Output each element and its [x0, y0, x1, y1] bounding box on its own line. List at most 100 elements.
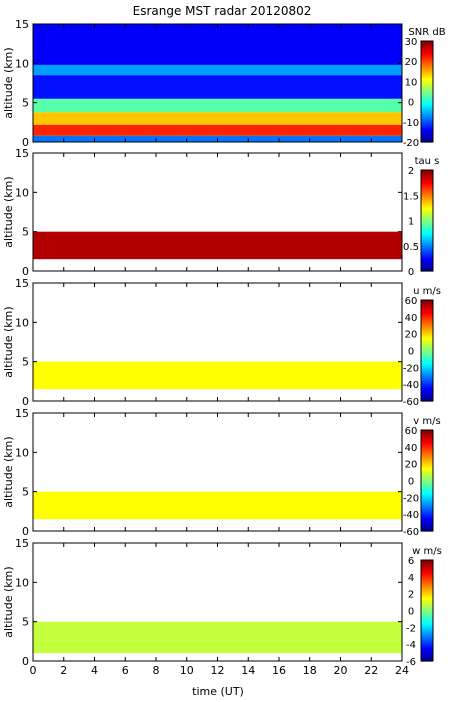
colorbar-segment	[421, 372, 433, 375]
y-tick-label: 10	[15, 57, 29, 70]
colorbar-segment	[421, 465, 433, 468]
colorbar-segment	[421, 358, 433, 362]
colorbar-tick-label: -40	[403, 380, 419, 391]
colorbar-segment	[421, 492, 433, 495]
colorbar-segment	[421, 218, 433, 222]
colorbar-segment	[421, 527, 433, 530]
colorbar-segment	[421, 586, 433, 590]
colorbar-segment	[421, 208, 433, 211]
colorbar-segment	[421, 93, 433, 96]
colorbar-segment	[421, 568, 433, 571]
colorbar-segment	[421, 588, 433, 591]
colorbar-segment	[421, 514, 433, 517]
colorbar-segment	[421, 431, 433, 434]
colorbar-segment	[421, 235, 433, 238]
colorbar-segment	[421, 377, 433, 380]
colorbar-segment	[421, 116, 433, 120]
colorbar-segment	[421, 225, 433, 228]
colorbar-segment	[421, 433, 433, 436]
colorbar-segment	[421, 652, 433, 655]
colorbar-segment	[421, 190, 433, 193]
colorbar-segment	[421, 355, 433, 358]
colorbar-segment	[421, 198, 433, 201]
colorbar-segment	[421, 232, 433, 235]
y-tick-label: 0	[22, 136, 29, 149]
colorbar-segment	[421, 203, 433, 206]
figure-title: Esrange MST radar 20120802	[133, 4, 312, 18]
colorbar-segment	[421, 617, 433, 620]
colorbar-segment	[421, 488, 433, 492]
colorbar-segment	[421, 113, 433, 116]
colorbar-segment	[421, 205, 433, 208]
colorbar-segment	[421, 379, 433, 382]
colorbar-segment	[421, 520, 433, 524]
data-layer	[33, 98, 402, 113]
colorbar-segment	[421, 255, 433, 259]
colorbar-segment	[421, 598, 433, 601]
colorbar-segment	[421, 62, 433, 66]
colorbar-segment	[421, 612, 433, 615]
colorbar-segment	[421, 343, 433, 347]
y-tick-label: 5	[22, 226, 29, 239]
colorbar-segment	[421, 522, 433, 525]
colorbar-segment	[421, 108, 433, 111]
colorbar-segment	[421, 472, 433, 475]
colorbar-tick-label: 0	[408, 477, 414, 488]
colorbar-segment	[421, 623, 433, 627]
colorbar-tick-label: 2	[408, 590, 414, 601]
y-axis-label: altitude (km)	[2, 436, 15, 507]
colorbar-segment	[421, 487, 433, 490]
colorbar-segment	[421, 570, 433, 573]
colorbar-segment	[421, 59, 433, 62]
colorbar-segment	[421, 136, 433, 140]
colorbar-segment	[421, 331, 433, 335]
data-layer	[33, 64, 402, 76]
x-tick-label: 20	[334, 664, 348, 677]
colorbar-segment	[421, 230, 433, 233]
colorbar-segment	[421, 348, 433, 352]
colorbar-tick-label: 20	[405, 460, 418, 471]
colorbar-tick-label: -20	[403, 138, 419, 149]
colorbar-segment	[421, 647, 433, 650]
colorbar-segment	[421, 347, 433, 350]
colorbar-segment	[421, 369, 433, 372]
colorbar-segment	[421, 121, 433, 125]
colorbar-segment	[421, 239, 433, 242]
y-tick-label: 10	[15, 576, 29, 589]
colorbar-segment	[421, 659, 433, 662]
colorbar-segment	[421, 639, 433, 642]
colorbar-segment	[421, 458, 433, 461]
colorbar-segment	[421, 110, 433, 113]
panel-4: 0 5 10 15 altitude (km) v m/s60 40 20 0 -20 -40 -60	[2, 407, 441, 538]
colorbar-tick-label: 6	[408, 556, 414, 567]
colorbar-segment	[421, 591, 433, 595]
colorbar-segment	[421, 173, 433, 176]
colorbar-segment	[421, 576, 433, 580]
colorbar-segment	[421, 581, 433, 585]
colorbar-segment	[421, 170, 433, 173]
colorbar-segment	[421, 602, 433, 605]
colorbar-segment	[421, 645, 433, 649]
colorbar-segment	[421, 637, 433, 640]
colorbar-segment	[421, 519, 433, 522]
colorbar-tick-label: -2	[406, 623, 416, 634]
colorbar-segment	[421, 260, 433, 264]
colorbar-segment	[421, 217, 433, 220]
colorbar-segment	[421, 64, 433, 67]
colorbar-segment	[421, 308, 433, 311]
colorbar-segment	[421, 42, 433, 45]
colorbar-segment	[421, 200, 433, 203]
colorbar-segment	[421, 242, 433, 245]
colorbar-segment	[421, 473, 433, 477]
colorbar-segment	[421, 499, 433, 502]
colorbar-tick-label: 0	[408, 347, 414, 358]
colorbar-tick-label: -4	[406, 640, 416, 651]
colorbar-segment	[421, 436, 433, 440]
colorbar-segment	[421, 620, 433, 623]
colorbar-segment	[421, 565, 433, 568]
colorbar-segment	[421, 250, 433, 254]
data-layer	[33, 24, 402, 65]
colorbar-segment	[421, 345, 433, 348]
colorbar-tick-label: 20	[405, 57, 418, 68]
